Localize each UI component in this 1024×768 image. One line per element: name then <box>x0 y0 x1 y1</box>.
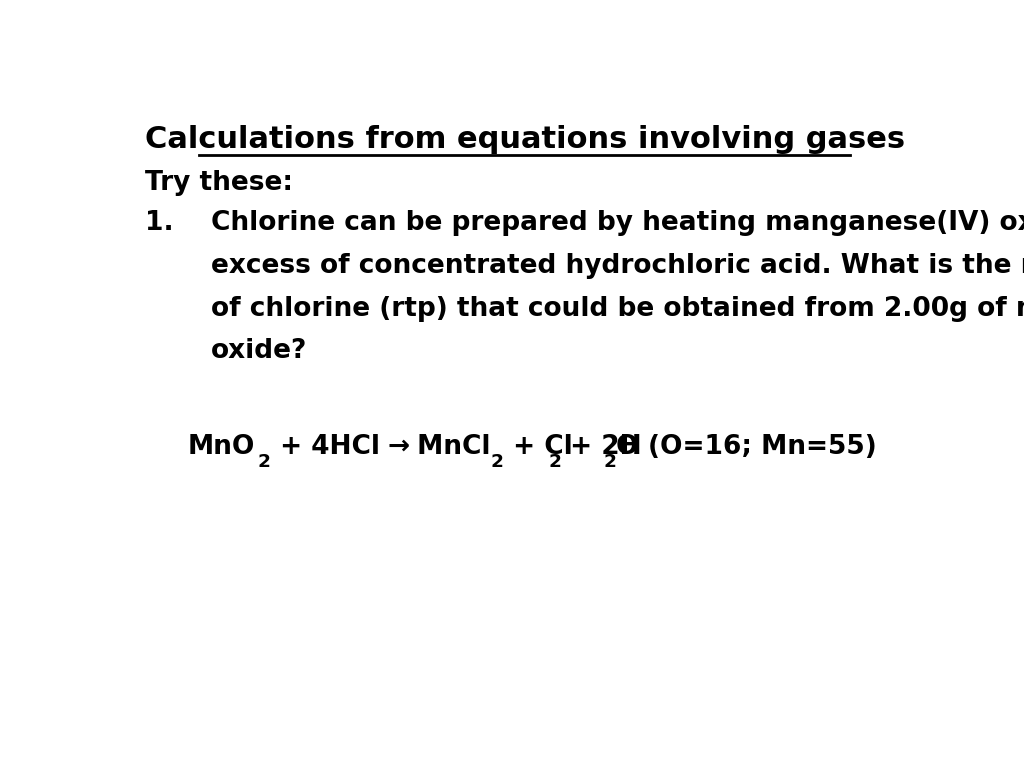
Text: + Cl: + Cl <box>504 434 572 460</box>
Text: MnCl: MnCl <box>409 434 490 460</box>
Text: Calculations from equations involving gases: Calculations from equations involving ga… <box>144 124 905 154</box>
Text: 1.: 1. <box>145 210 174 237</box>
Text: + 4HCl: + 4HCl <box>270 434 389 460</box>
Text: →: → <box>387 434 410 460</box>
Text: 2: 2 <box>549 453 561 471</box>
Text: O: O <box>616 434 639 460</box>
Text: 2: 2 <box>490 453 504 471</box>
Text: oxide?: oxide? <box>211 338 307 364</box>
Text: 2: 2 <box>257 453 270 471</box>
Text: Try these:: Try these: <box>145 170 294 196</box>
Text: (O=16; Mn=55): (O=16; Mn=55) <box>648 434 877 460</box>
Text: + 2H: + 2H <box>560 434 641 460</box>
Text: Chlorine can be prepared by heating manganese(IV) oxide with an: Chlorine can be prepared by heating mang… <box>211 210 1024 237</box>
Text: 2: 2 <box>603 453 616 471</box>
Text: excess of concentrated hydrochloric acid. What is the maximum volume: excess of concentrated hydrochloric acid… <box>211 253 1024 279</box>
Text: MnO: MnO <box>187 434 255 460</box>
Text: of chlorine (rtp) that could be obtained from 2.00g of manganese(IV): of chlorine (rtp) that could be obtained… <box>211 296 1024 322</box>
